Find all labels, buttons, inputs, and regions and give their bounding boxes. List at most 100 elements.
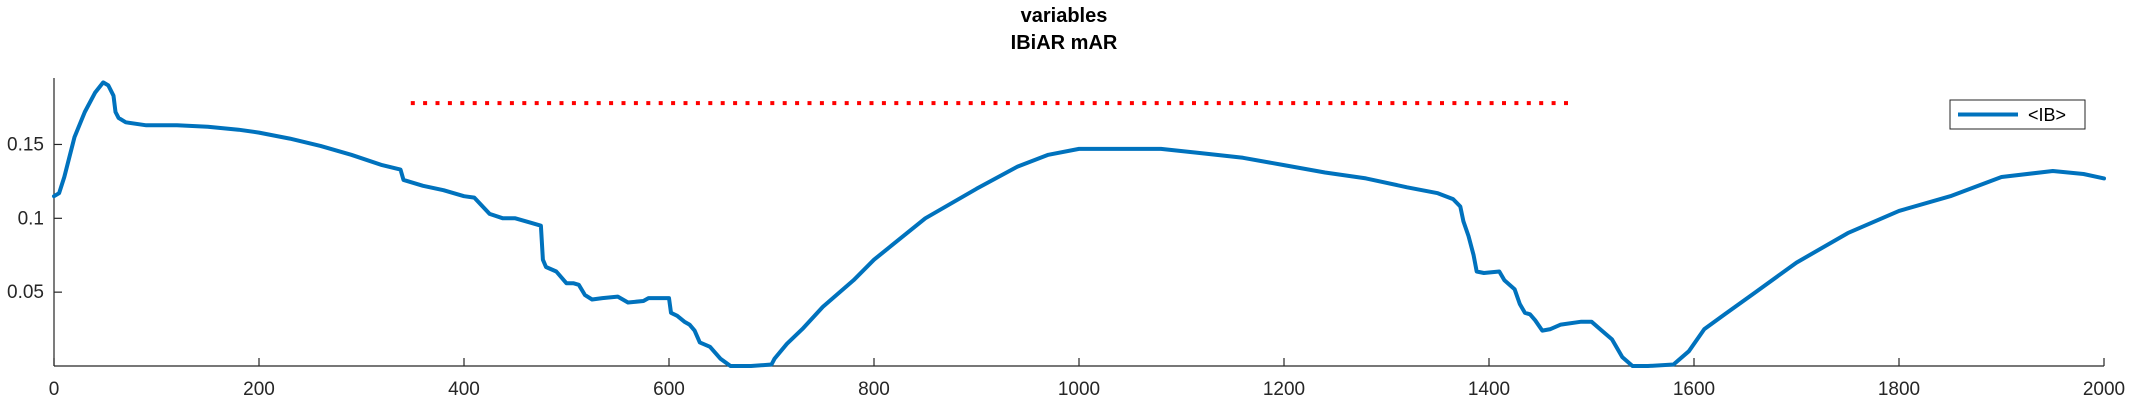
dotted-line-point xyxy=(1142,101,1147,106)
dotted-line-point xyxy=(770,101,775,106)
y-axis-ticks: 0.05 0.1 0.15 xyxy=(7,134,62,303)
dotted-line-point xyxy=(1179,101,1184,106)
dotted-line-point xyxy=(1526,101,1531,106)
dotted-line-point xyxy=(956,101,961,106)
dotted-line-point xyxy=(1216,101,1221,106)
dotted-line-point xyxy=(522,101,527,106)
x-tick-label: 1800 xyxy=(1878,379,1920,400)
dotted-line-point xyxy=(981,101,986,106)
x-tick-label: 200 xyxy=(243,379,275,400)
x-tick-label: 1000 xyxy=(1058,379,1100,400)
dotted-line-point xyxy=(733,101,738,106)
dotted-line-point xyxy=(1229,101,1234,106)
dotted-line-point xyxy=(1266,101,1271,106)
dotted-line-point xyxy=(1154,101,1159,106)
dotted-line-point xyxy=(857,101,862,106)
dotted-line-point xyxy=(795,101,800,106)
x-axis-ticks: 0 200 400 600 800 1000 1200 1400 1600 1800 2000 xyxy=(49,358,2125,400)
dotted-line-point xyxy=(1092,101,1097,106)
x-tick-label: 0 xyxy=(49,379,60,400)
dotted-line-point xyxy=(906,101,911,106)
dotted-line-point xyxy=(1514,101,1519,106)
dotted-line-point xyxy=(497,101,502,106)
dotted-line-point xyxy=(1551,101,1556,106)
chart-subtitle: IBiAR mAR xyxy=(1011,32,1118,54)
dotted-line-point xyxy=(1117,101,1122,106)
dotted-line-point xyxy=(509,101,514,106)
dotted-line-point xyxy=(671,101,676,106)
dotted-line-point xyxy=(844,101,849,106)
dotted-line-point xyxy=(1378,101,1382,106)
dotted-line-point xyxy=(943,101,948,106)
dotted-line-point xyxy=(423,101,428,106)
chart-title: variables xyxy=(1021,5,1108,27)
dotted-line-point xyxy=(881,101,886,106)
dotted-line-point xyxy=(485,101,490,106)
dotted-line-point xyxy=(1204,101,1209,106)
dotted-line-point xyxy=(1043,101,1048,106)
dotted-line-point xyxy=(1427,101,1432,106)
dotted-line-point xyxy=(1564,101,1568,106)
dotted-line-point xyxy=(745,101,750,106)
dotted-line-point xyxy=(1353,101,1358,106)
dotted-line-point xyxy=(1539,101,1544,106)
dotted-line-point xyxy=(968,101,973,106)
dotted-line-point xyxy=(1080,101,1085,106)
dotted-line-point xyxy=(1167,101,1172,106)
dotted-line-point xyxy=(559,101,564,106)
dotted-line-point xyxy=(807,101,812,106)
dotted-line-point xyxy=(1067,101,1072,106)
series-line-ib xyxy=(52,80,2106,368)
dotted-line-point xyxy=(931,101,936,106)
dotted-line-point xyxy=(584,101,589,106)
dotted-line-point xyxy=(1365,101,1370,106)
dotted-line-point xyxy=(658,101,663,106)
dotted-line-point xyxy=(621,101,626,106)
dotted-line-point xyxy=(708,101,713,106)
x-tick-label: 400 xyxy=(448,379,480,400)
dotted-line-point xyxy=(720,101,725,106)
plot-series xyxy=(52,80,2106,368)
x-tick-label: 2000 xyxy=(2083,379,2125,400)
dotted-line-point xyxy=(757,101,762,106)
dotted-line-point xyxy=(819,101,824,106)
dotted-line-point xyxy=(1129,101,1134,106)
y-tick-label: 0.15 xyxy=(7,134,44,155)
dotted-line-point xyxy=(633,101,638,106)
dotted-line-point xyxy=(1005,101,1010,106)
dotted-line-point xyxy=(1105,101,1110,106)
dotted-line-point xyxy=(1402,101,1407,106)
y-tick-label: 0.05 xyxy=(7,282,44,303)
dotted-line-point xyxy=(447,101,452,106)
dotted-line-point xyxy=(547,101,552,106)
dotted-line-point xyxy=(1340,101,1345,106)
dotted-line-point xyxy=(695,101,700,106)
dotted-line-point xyxy=(1030,101,1035,106)
dotted-line-point xyxy=(534,101,539,106)
dotted-line-point xyxy=(1254,101,1258,106)
dotted-line-point xyxy=(1489,101,1494,106)
dotted-line-point xyxy=(1241,101,1246,106)
dotted-line-point xyxy=(1464,101,1469,106)
dotted-line-point xyxy=(1390,101,1395,106)
dotted-line-point xyxy=(1303,101,1308,106)
dotted-line-point xyxy=(1328,101,1333,106)
y-tick-label: 0.1 xyxy=(18,208,44,229)
dotted-line-point xyxy=(1452,101,1457,106)
dotted-line-point xyxy=(683,101,688,106)
dotted-line-point xyxy=(782,101,787,106)
dotted-line-point xyxy=(472,101,477,106)
x-tick-label: 800 xyxy=(858,379,890,400)
dotted-line-point xyxy=(460,101,465,106)
dotted-line-point xyxy=(646,101,651,106)
dotted-line-point xyxy=(1440,101,1444,106)
x-tick-label: 600 xyxy=(653,379,685,400)
dotted-line-point xyxy=(571,101,576,106)
dotted-line-point xyxy=(894,101,899,106)
dotted-line-point xyxy=(993,101,998,106)
dotted-line-point xyxy=(1018,101,1023,106)
x-tick-label: 1400 xyxy=(1468,379,1510,400)
dotted-line-point xyxy=(1316,101,1320,106)
legend: <IB> xyxy=(1949,99,2086,130)
